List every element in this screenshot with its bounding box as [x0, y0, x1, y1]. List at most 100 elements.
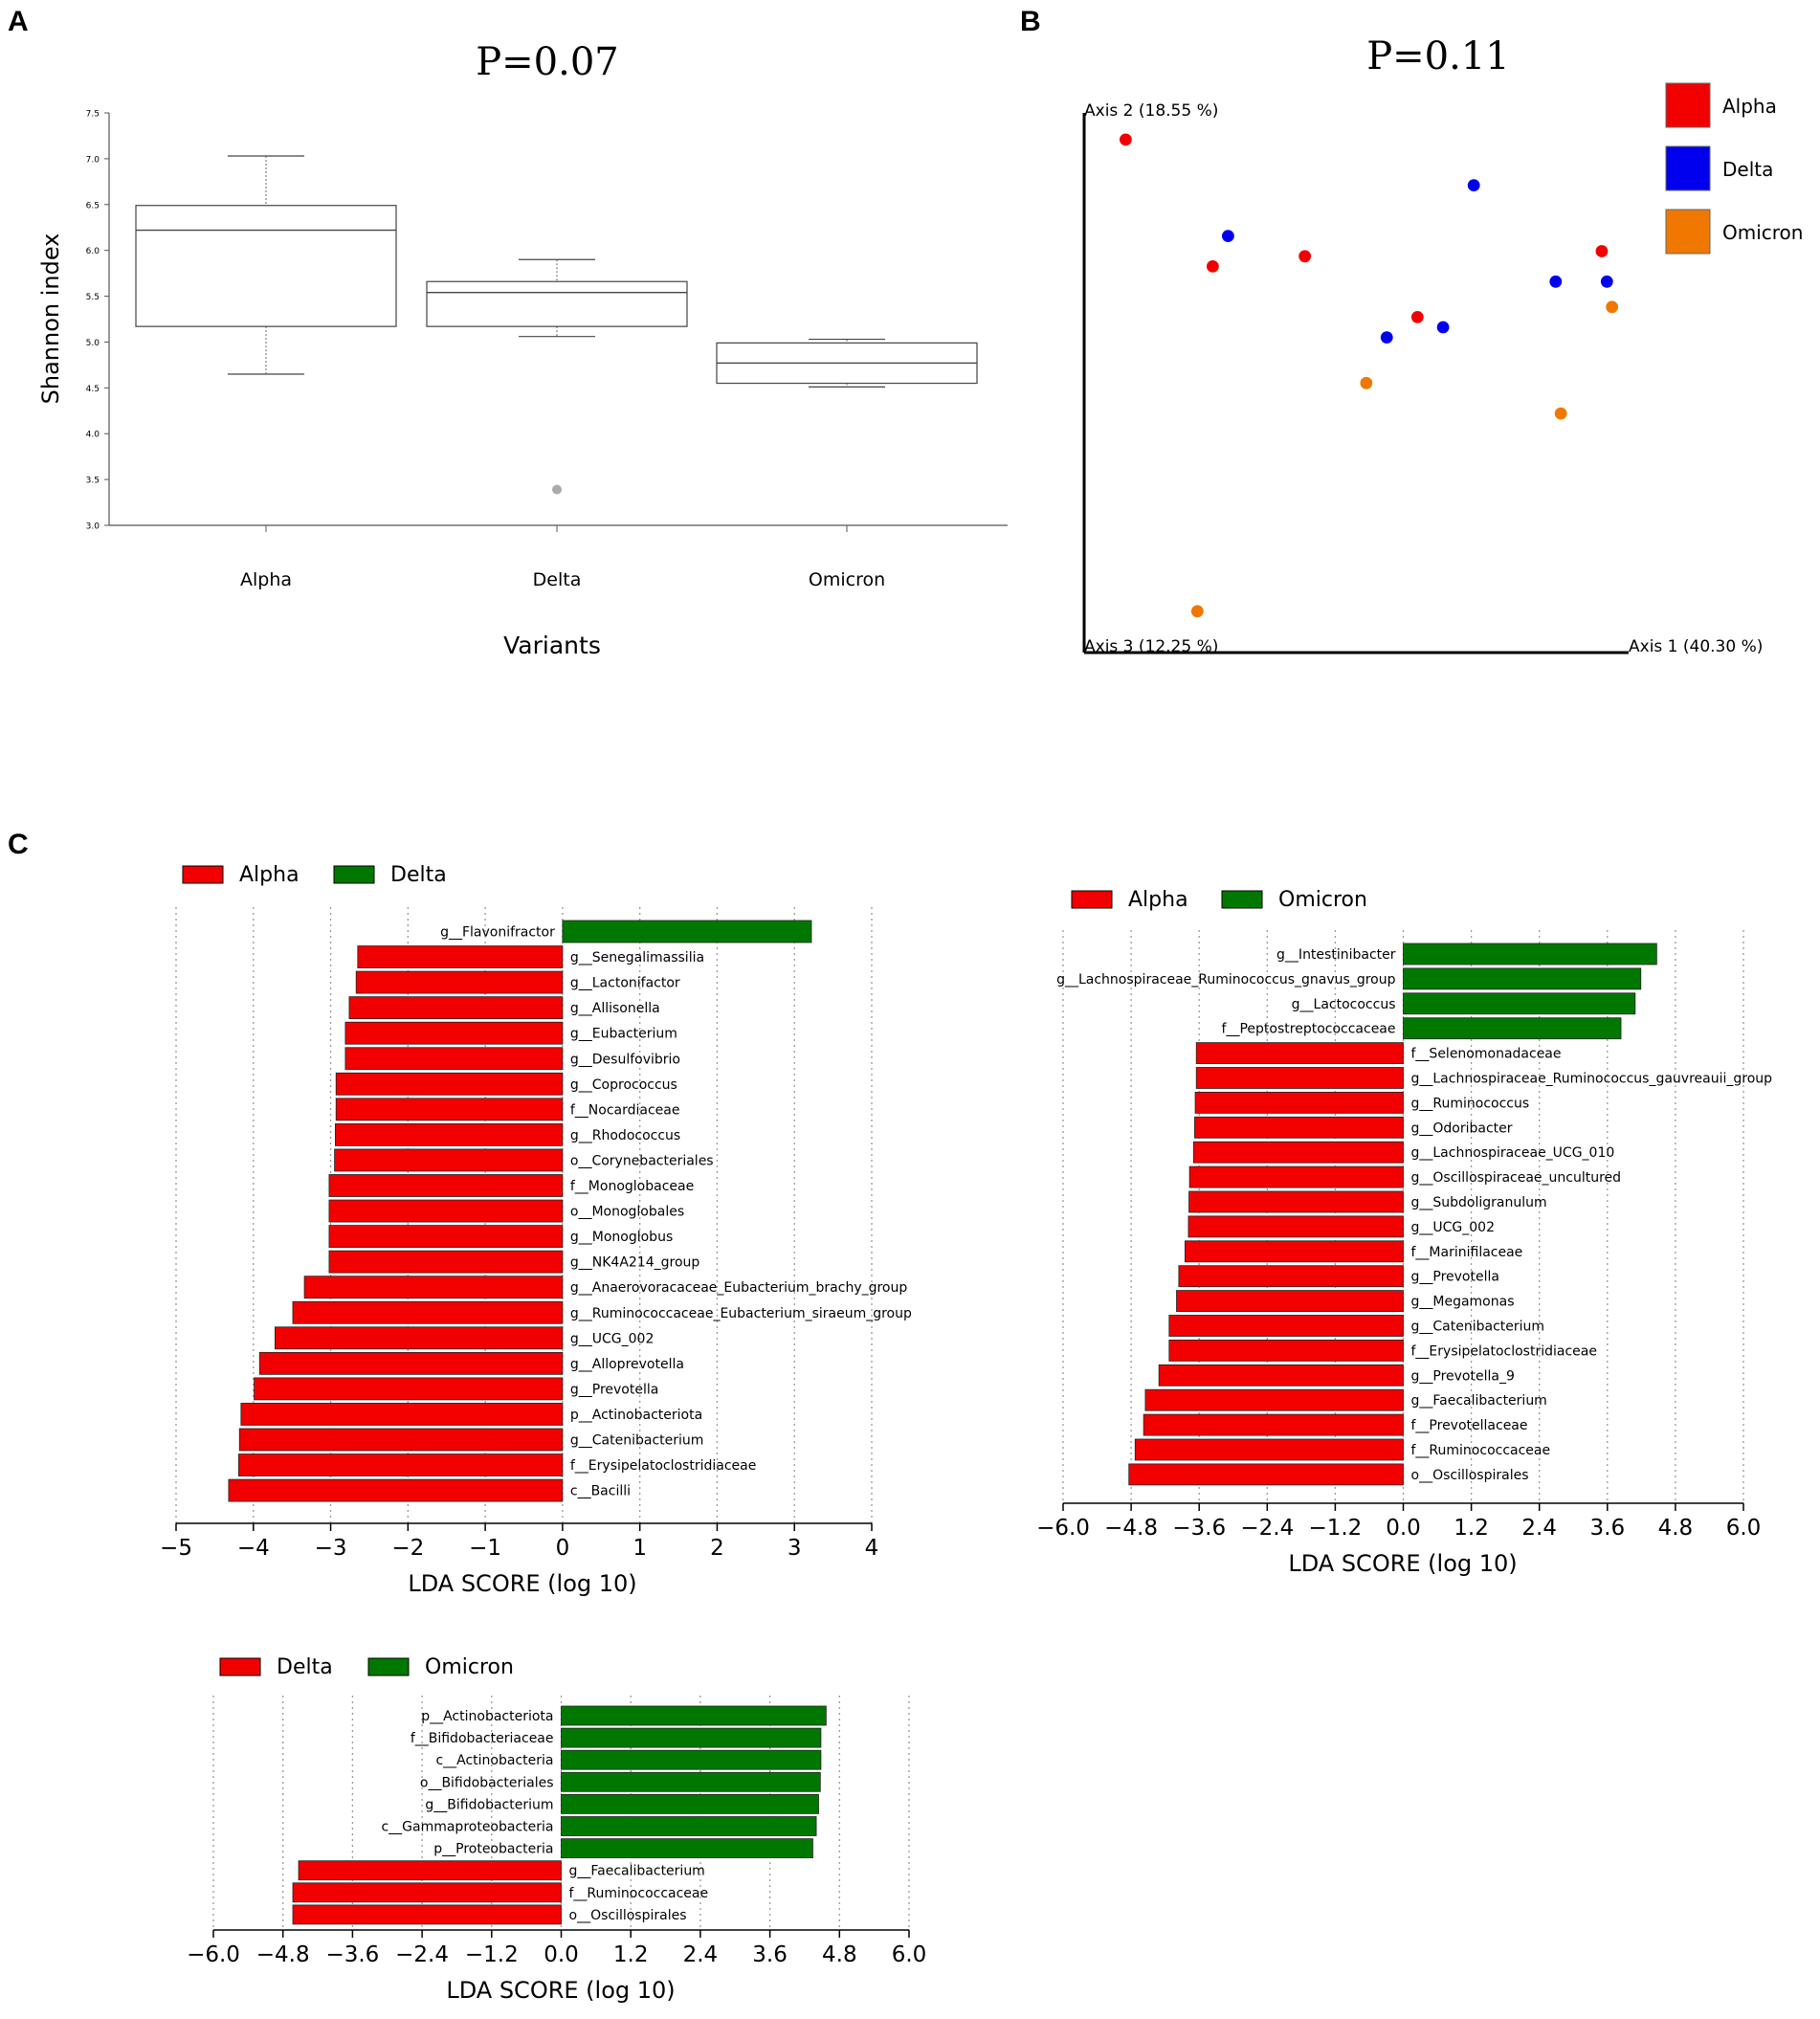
lefse-alpha-delta-x-tick-label: 0: [556, 1536, 570, 1561]
lefse-delta-omicron-x-tick-label: 4.8: [822, 1942, 857, 1967]
lefse-alpha-delta-bar: [254, 1377, 564, 1401]
pcoa-title: P=0.11: [1366, 34, 1510, 78]
lefse-alpha-omicron-bar-label: g__Prevotella_9: [1411, 1368, 1515, 1384]
lefse-alpha-omicron-x-label: LDA SCORE (log 10): [1288, 1550, 1517, 1577]
panel-label-b: B: [1020, 6, 1041, 37]
lefse-alpha-omicron-bar: [1144, 1388, 1404, 1411]
lefse-delta-omicron-x-tick-label: −3.6: [325, 1942, 379, 1967]
lefse-delta-omicron-bar: [561, 1838, 813, 1858]
lefse-delta-omicron-bar: [292, 1882, 562, 1903]
lefse-alpha-omicron-x-tick-label: −3.6: [1172, 1516, 1226, 1541]
boxplot-y-tick-label: 7.0: [86, 155, 100, 165]
lefse-alpha-delta-bar: [355, 970, 564, 994]
lefse-alpha-omicron-bar-label: g__Lachnospiraceae_Ruminococcus_gauvreau…: [1411, 1072, 1773, 1087]
pcoa-axis2-label: Axis 2 (18.55 %): [1084, 101, 1218, 121]
lefse-alpha-omicron-bar: [1195, 1042, 1404, 1064]
pcoa-point: [1599, 274, 1614, 289]
lefse-alpha-omicron-bar-label: f__Selenomonadaceae: [1411, 1047, 1562, 1062]
lefse-alpha-omicron-bar: [1178, 1265, 1404, 1288]
boxplot-y-tick-label: 7.5: [86, 110, 100, 120]
lefse-alpha-omicron-bar: [1403, 1017, 1622, 1040]
lefse-alpha-omicron-bar: [1128, 1463, 1404, 1486]
lefse-delta-omicron-bar-label: g__Bifidobacterium: [425, 1797, 553, 1812]
lefse-alpha-omicron-bar: [1143, 1413, 1404, 1436]
pcoa-point: [1205, 258, 1220, 274]
lefse-delta-omicron-legend-label: Delta: [277, 1655, 333, 1679]
lefse-delta-omicron-bar-label: p__Actinobacteriota: [421, 1709, 553, 1724]
lefse-alpha-delta-bar: [328, 1174, 564, 1197]
lefse-alpha-omicron-legend-swatch: [1071, 890, 1113, 909]
boxplot-y-tick-label: 6.5: [86, 201, 100, 211]
lefse-alpha-delta-legend-label: Alpha: [239, 863, 300, 887]
lefse-delta-omicron-bar-label: g__Faecalibacterium: [569, 1864, 705, 1879]
lefse-alpha-delta-bar-label: f__Nocardiaceae: [570, 1102, 680, 1118]
box-iqr: [135, 205, 397, 327]
lefse-alpha-omicron-x-tick-label: 4.8: [1658, 1516, 1694, 1541]
lefse-delta-omicron-x-tick-label: 6.0: [892, 1942, 927, 1967]
lefse-alpha-delta-bar: [562, 920, 812, 943]
lefse-alpha-omicron-bar: [1403, 943, 1657, 965]
lefse-alpha-omicron-bar-label: f__Ruminococcaceae: [1411, 1443, 1551, 1458]
lefse-delta-omicron-bar-label: f__Bifidobacteriaceae: [411, 1731, 554, 1746]
boxplot-category-label: Alpha: [240, 569, 292, 590]
lefse-alpha-delta-bar-label: g__Eubacterium: [570, 1027, 677, 1042]
lefse-alpha-delta-bar-label: g__Allisonella: [570, 1001, 660, 1016]
lefse-alpha-omicron-bar: [1168, 1340, 1404, 1362]
lefse-alpha-delta-legend-label: Delta: [390, 863, 447, 887]
pcoa-point: [1466, 178, 1481, 193]
lefse-alpha-delta-legend-swatch: [333, 865, 375, 884]
lefse-alpha-omicron-x-tick-label: 2.4: [1521, 1516, 1557, 1541]
lefse-alpha-delta-bar: [238, 1453, 564, 1476]
pcoa-legend-label: Delta: [1722, 158, 1773, 181]
lefse-alpha-delta-bar-label: g__Alloprevotella: [570, 1357, 684, 1372]
pcoa-legend-label: Omicron: [1722, 221, 1803, 244]
lefse-alpha-delta-bar-label: g__Monoglobus: [570, 1230, 673, 1245]
lefse-delta-omicron-bar: [298, 1860, 562, 1881]
pcoa-legend-label: Alpha: [1722, 95, 1777, 118]
boxplot-y-tick-label: 3.5: [86, 477, 100, 486]
lefse-alpha-delta-bar-label: c__Bacilli: [570, 1484, 631, 1499]
boxplot-y-tick-label: 4.0: [86, 431, 100, 440]
lefse-alpha-delta-legend-swatch: [182, 865, 224, 884]
pcoa-point: [1548, 274, 1564, 289]
lefse-delta-omicron-bar: [561, 1705, 827, 1726]
lefse-alpha-delta-bar-label: f__Erysipelatoclostridiaceae: [570, 1458, 756, 1474]
lefse-alpha-delta-x-tick-label: 3: [788, 1536, 802, 1561]
boxplot-category-label: Omicron: [809, 569, 885, 590]
pcoa-point: [1605, 300, 1620, 315]
lefse-delta-omicron-x-label: LDA SCORE (log 10): [446, 1977, 675, 2004]
lefse-delta-omicron-x-tick-label: −4.8: [256, 1942, 310, 1967]
pcoa-point: [1189, 604, 1205, 619]
lefse-alpha-omicron-x-tick-label: −2.4: [1240, 1516, 1294, 1541]
lefse-alpha-delta-bar-label: g__Senegalimassilia: [570, 950, 704, 965]
lefse-alpha-delta-bar-label: g__UCG_002: [570, 1331, 654, 1346]
boxplot-category-label: Delta: [533, 569, 582, 590]
lefse-alpha-omicron-bar-label: g__Lachnospiraceae_UCG_010: [1411, 1145, 1615, 1161]
lefse-alpha-omicron-bar: [1184, 1240, 1404, 1263]
lefse-alpha-delta-bar: [228, 1478, 564, 1502]
pcoa-legend-swatch: [1665, 145, 1711, 191]
lefse-alpha-omicron-x-tick-label: 1.2: [1454, 1516, 1489, 1541]
pcoa-point: [1359, 375, 1374, 390]
lefse-alpha-omicron-bar: [1403, 992, 1636, 1015]
lefse-alpha-omicron-bar: [1194, 1116, 1404, 1139]
lefse-alpha-delta-bar: [303, 1276, 564, 1299]
lefse-alpha-delta-bar: [335, 1072, 564, 1096]
lefse-alpha-delta-bar: [344, 1021, 564, 1045]
lefse-alpha-omicron-bar-label: g__Catenibacterium: [1411, 1320, 1545, 1335]
lefse-alpha-delta-bar-label: g__Anaerovoracaceae_Eubacterium_brachy_g…: [570, 1280, 907, 1296]
lefse-alpha-delta-bar: [334, 1148, 564, 1172]
lefse-alpha-omicron-bar-label: g__Lactococcus: [1292, 997, 1396, 1012]
lefse-alpha-delta-bar-label: f__Monoglobaceae: [570, 1179, 694, 1194]
lefse-delta-omicron-bar: [561, 1749, 822, 1770]
pcoa-point: [1435, 320, 1451, 335]
lefse-delta-omicron-legend-label: Omicron: [425, 1655, 514, 1679]
pcoa-point: [1553, 406, 1568, 421]
lefse-alpha-delta-x-tick-label: −2: [391, 1536, 424, 1561]
lefse-alpha-omicron-bar-label: f__Marinifilaceae: [1411, 1245, 1523, 1260]
lefse-alpha-omicron-bar-label: g__Megamonas: [1411, 1295, 1515, 1310]
lefse-alpha-delta-bar: [328, 1199, 564, 1223]
lefse-alpha-delta-bar: [274, 1326, 564, 1350]
lefse-alpha-omicron-bar-label: f__Prevotellaceae: [1411, 1418, 1528, 1433]
